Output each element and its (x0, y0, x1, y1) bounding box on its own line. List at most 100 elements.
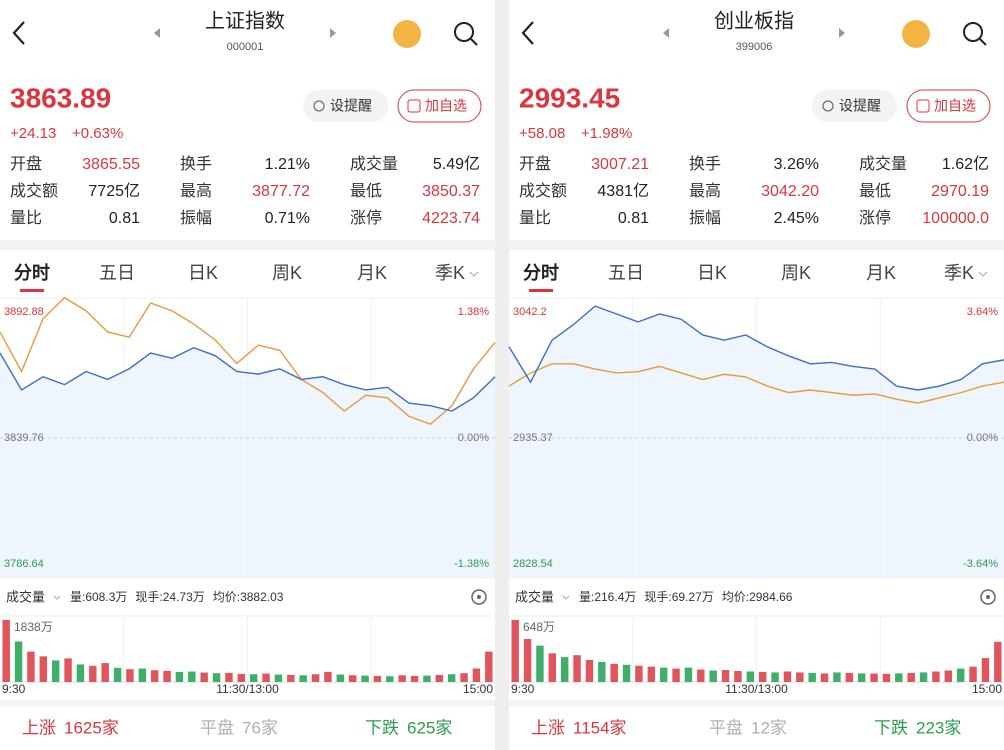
y-tick-label: 3892.88 (4, 306, 44, 318)
settings-icon[interactable] (471, 589, 487, 605)
breadth-label: 下跌 (874, 718, 908, 737)
tab[interactable]: 日K (697, 263, 727, 283)
tab[interactable]: 分时 (523, 263, 559, 283)
tab[interactable]: 五日 (608, 263, 644, 283)
y2-tick-label: 1.38% (458, 306, 489, 318)
tab[interactable]: 周K (781, 263, 811, 283)
volume-bar (64, 658, 72, 682)
volume-bar (870, 673, 878, 682)
y-tick-label: 3786.64 (4, 558, 44, 570)
volume-bar (721, 670, 730, 682)
plus-icon (407, 99, 421, 113)
volume-bar (287, 674, 295, 682)
volume-bar (435, 674, 444, 682)
stat-label: 涨停 (350, 209, 382, 227)
volume-bar (969, 666, 977, 682)
volume-bar (932, 671, 940, 682)
mascot-icon[interactable] (393, 20, 421, 48)
volume-title[interactable]: 成交量 (515, 589, 554, 604)
watchlist-label: 加自选 (934, 98, 976, 114)
tab-underline (20, 289, 44, 292)
volume-bar (758, 671, 767, 682)
volume-bar (857, 673, 866, 682)
volume-bar (274, 674, 283, 682)
back-button[interactable] (12, 21, 25, 45)
alert-button[interactable] (303, 90, 388, 122)
volume-annotation: 现手:69.27万 (644, 590, 713, 604)
volume-bar (672, 668, 680, 682)
stat-label: 成交量 (859, 155, 907, 173)
search-icon[interactable] (963, 22, 983, 42)
volume-bar (746, 671, 755, 682)
section-divider (509, 240, 1004, 250)
stat-label: 换手 (180, 155, 212, 173)
y-tick-label: 3042.2 (513, 306, 547, 318)
volume-bar (163, 670, 171, 682)
tab[interactable]: 五日 (99, 263, 135, 283)
volume-bar (697, 669, 705, 682)
back-button[interactable] (521, 21, 534, 45)
breadth-label: 上涨 (22, 718, 56, 737)
volume-bar (771, 672, 779, 682)
panel-gap (495, 0, 509, 750)
volume-bar (2, 620, 10, 682)
prev-arrow[interactable] (154, 28, 160, 38)
x-time-label: 15:00 (972, 682, 1002, 696)
stat-label: 最高 (689, 182, 721, 200)
volume-bar (659, 667, 668, 682)
volume-bar (511, 620, 519, 682)
search-icon[interactable] (454, 22, 474, 42)
next-arrow[interactable] (839, 28, 845, 38)
volume-bar (39, 656, 48, 682)
volume-bar (684, 667, 693, 682)
stat-label: 开盘 (10, 154, 42, 173)
tab[interactable]: 季K (435, 263, 465, 283)
volume-bar (472, 668, 481, 682)
volume-bar (138, 668, 147, 682)
next-arrow[interactable] (330, 28, 336, 38)
stat-value: 3865.55 (82, 156, 140, 173)
volume-bar (410, 675, 419, 682)
volume-bar (311, 674, 320, 682)
tab[interactable]: 月K (357, 263, 387, 283)
stat-value: 1.62亿 (942, 155, 989, 173)
y-tick-label: 2935.37 (513, 432, 553, 444)
stat-value: 4381亿 (597, 182, 649, 200)
prev-arrow[interactable] (663, 28, 669, 38)
tab[interactable]: 日K (188, 263, 218, 283)
volume-bar (200, 672, 208, 682)
tab-dropdown (978, 271, 988, 277)
mascot-icon[interactable] (902, 20, 930, 48)
price-line (0, 296, 496, 425)
volume-bar (262, 673, 270, 682)
volume-bar (101, 663, 109, 682)
volume-bar (647, 666, 656, 682)
watchlist-button[interactable] (906, 89, 991, 123)
stat-value: 0.81 (109, 210, 140, 227)
volume-bar (76, 664, 85, 682)
volume-bar (386, 676, 394, 682)
tab[interactable]: 季K (944, 263, 974, 283)
stat-label: 成交额 (10, 182, 58, 200)
tab[interactable]: 周K (272, 263, 302, 283)
volume-bar (994, 641, 1002, 682)
stat-value: 3877.72 (252, 183, 310, 200)
price-line (508, 305, 1004, 391)
stat-label: 振幅 (180, 209, 212, 227)
change-pct: +0.63% (72, 125, 123, 142)
volume-bar (188, 671, 196, 682)
volume-title[interactable]: 成交量 (6, 589, 45, 604)
volume-bar (610, 663, 618, 682)
stock-code: 000001 (227, 41, 264, 53)
volume-bar (373, 675, 382, 682)
tab[interactable]: 分时 (14, 263, 50, 283)
stat-label: 最低 (859, 182, 891, 200)
alert-button[interactable] (812, 90, 897, 122)
tab[interactable]: 月K (866, 263, 896, 283)
settings-icon[interactable] (980, 589, 996, 605)
watchlist-button[interactable] (397, 89, 482, 123)
breadth-value: 625家 (407, 718, 452, 737)
tab-dropdown (469, 271, 479, 277)
volume-bar (212, 673, 221, 682)
